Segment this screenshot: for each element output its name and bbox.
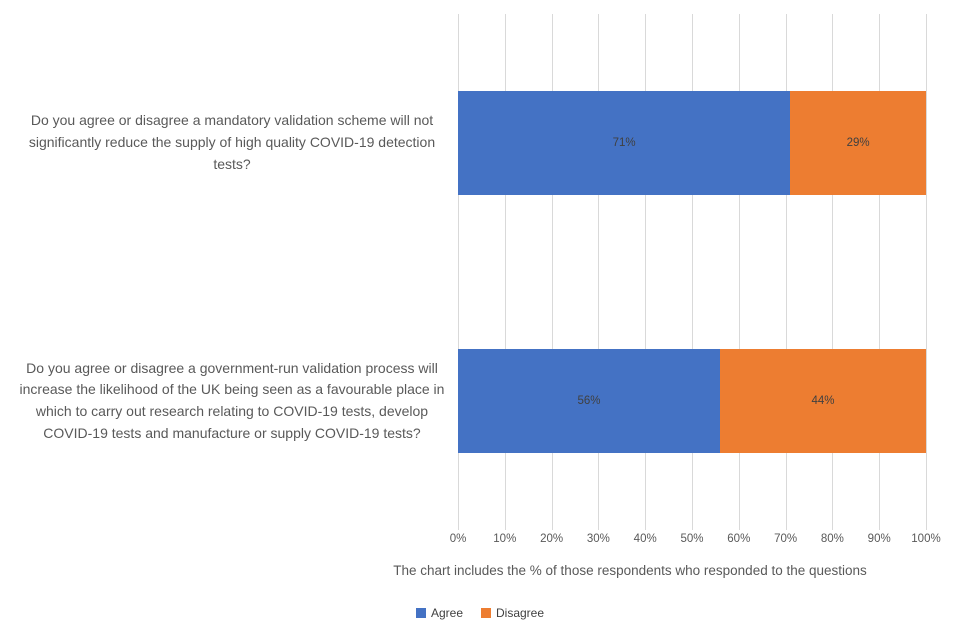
gridline xyxy=(598,14,600,530)
x-axis-tick-label: 10% xyxy=(493,533,517,545)
gridline xyxy=(926,14,927,530)
bar-group: 56% 44% xyxy=(458,349,926,453)
gridline xyxy=(738,14,740,530)
x-axis-tick-label: 40% xyxy=(633,533,657,545)
bar-segment-agree: 71% xyxy=(458,91,791,195)
x-axis-tick-label: 50% xyxy=(680,533,704,545)
bar-value-label: 44% xyxy=(811,395,835,407)
x-axis-tick-label: 30% xyxy=(586,533,610,545)
bar-group: 71% 29% xyxy=(458,91,926,195)
legend-label: Disagree xyxy=(496,606,545,620)
legend-label: Agree xyxy=(430,606,463,620)
x-axis-tick-label: 0% xyxy=(449,533,467,545)
x-axis-tick-label: 60% xyxy=(727,533,751,545)
gridline xyxy=(692,14,693,530)
gridline xyxy=(504,14,506,530)
category-label: Do you agree or disagree a government-ru… xyxy=(19,359,445,441)
gridline xyxy=(832,14,834,530)
legend: Agree Disagree xyxy=(0,606,960,620)
x-axis-tick-label: 80% xyxy=(820,533,844,545)
legend-item-agree: Agree xyxy=(415,606,463,620)
x-axis-tick-label: 20% xyxy=(540,533,564,545)
legend-swatch-disagree xyxy=(481,608,491,618)
gridlines xyxy=(458,14,927,530)
chart-row: Do you agree or disagree a mandatory val… xyxy=(0,14,960,272)
bar-segment-disagree: 44% xyxy=(720,349,926,453)
x-axis: 0% 10% 20% 30% 40% 50% 60% 70% 80% 90% 100% xyxy=(450,533,941,549)
gridline xyxy=(458,14,459,530)
x-axis-tick-label: 70% xyxy=(774,533,798,545)
bar-value-label: 71% xyxy=(612,137,636,149)
gridline xyxy=(551,14,553,530)
chart-row: Do you agree or disagree a government-ru… xyxy=(0,272,960,530)
legend-swatch-agree xyxy=(415,608,426,618)
category-label: Do you agree or disagree a mandatory val… xyxy=(28,112,436,172)
gridline xyxy=(879,14,881,530)
chart-caption: The chart includes the % of those respon… xyxy=(393,563,867,578)
gridline xyxy=(645,14,647,530)
bar-value-label: 29% xyxy=(846,137,870,149)
plot-area: Do you agree or disagree a mandatory val… xyxy=(0,14,960,530)
x-axis-tick-label: 90% xyxy=(867,533,891,545)
bar-value-label: 56% xyxy=(577,395,601,407)
x-axis-tick-label: 100% xyxy=(911,533,941,545)
gridline xyxy=(785,14,787,530)
legend-item-disagree: Disagree xyxy=(481,606,544,620)
bar-segment-disagree: 29% xyxy=(790,91,926,195)
bar-segment-agree: 56% xyxy=(458,349,721,453)
